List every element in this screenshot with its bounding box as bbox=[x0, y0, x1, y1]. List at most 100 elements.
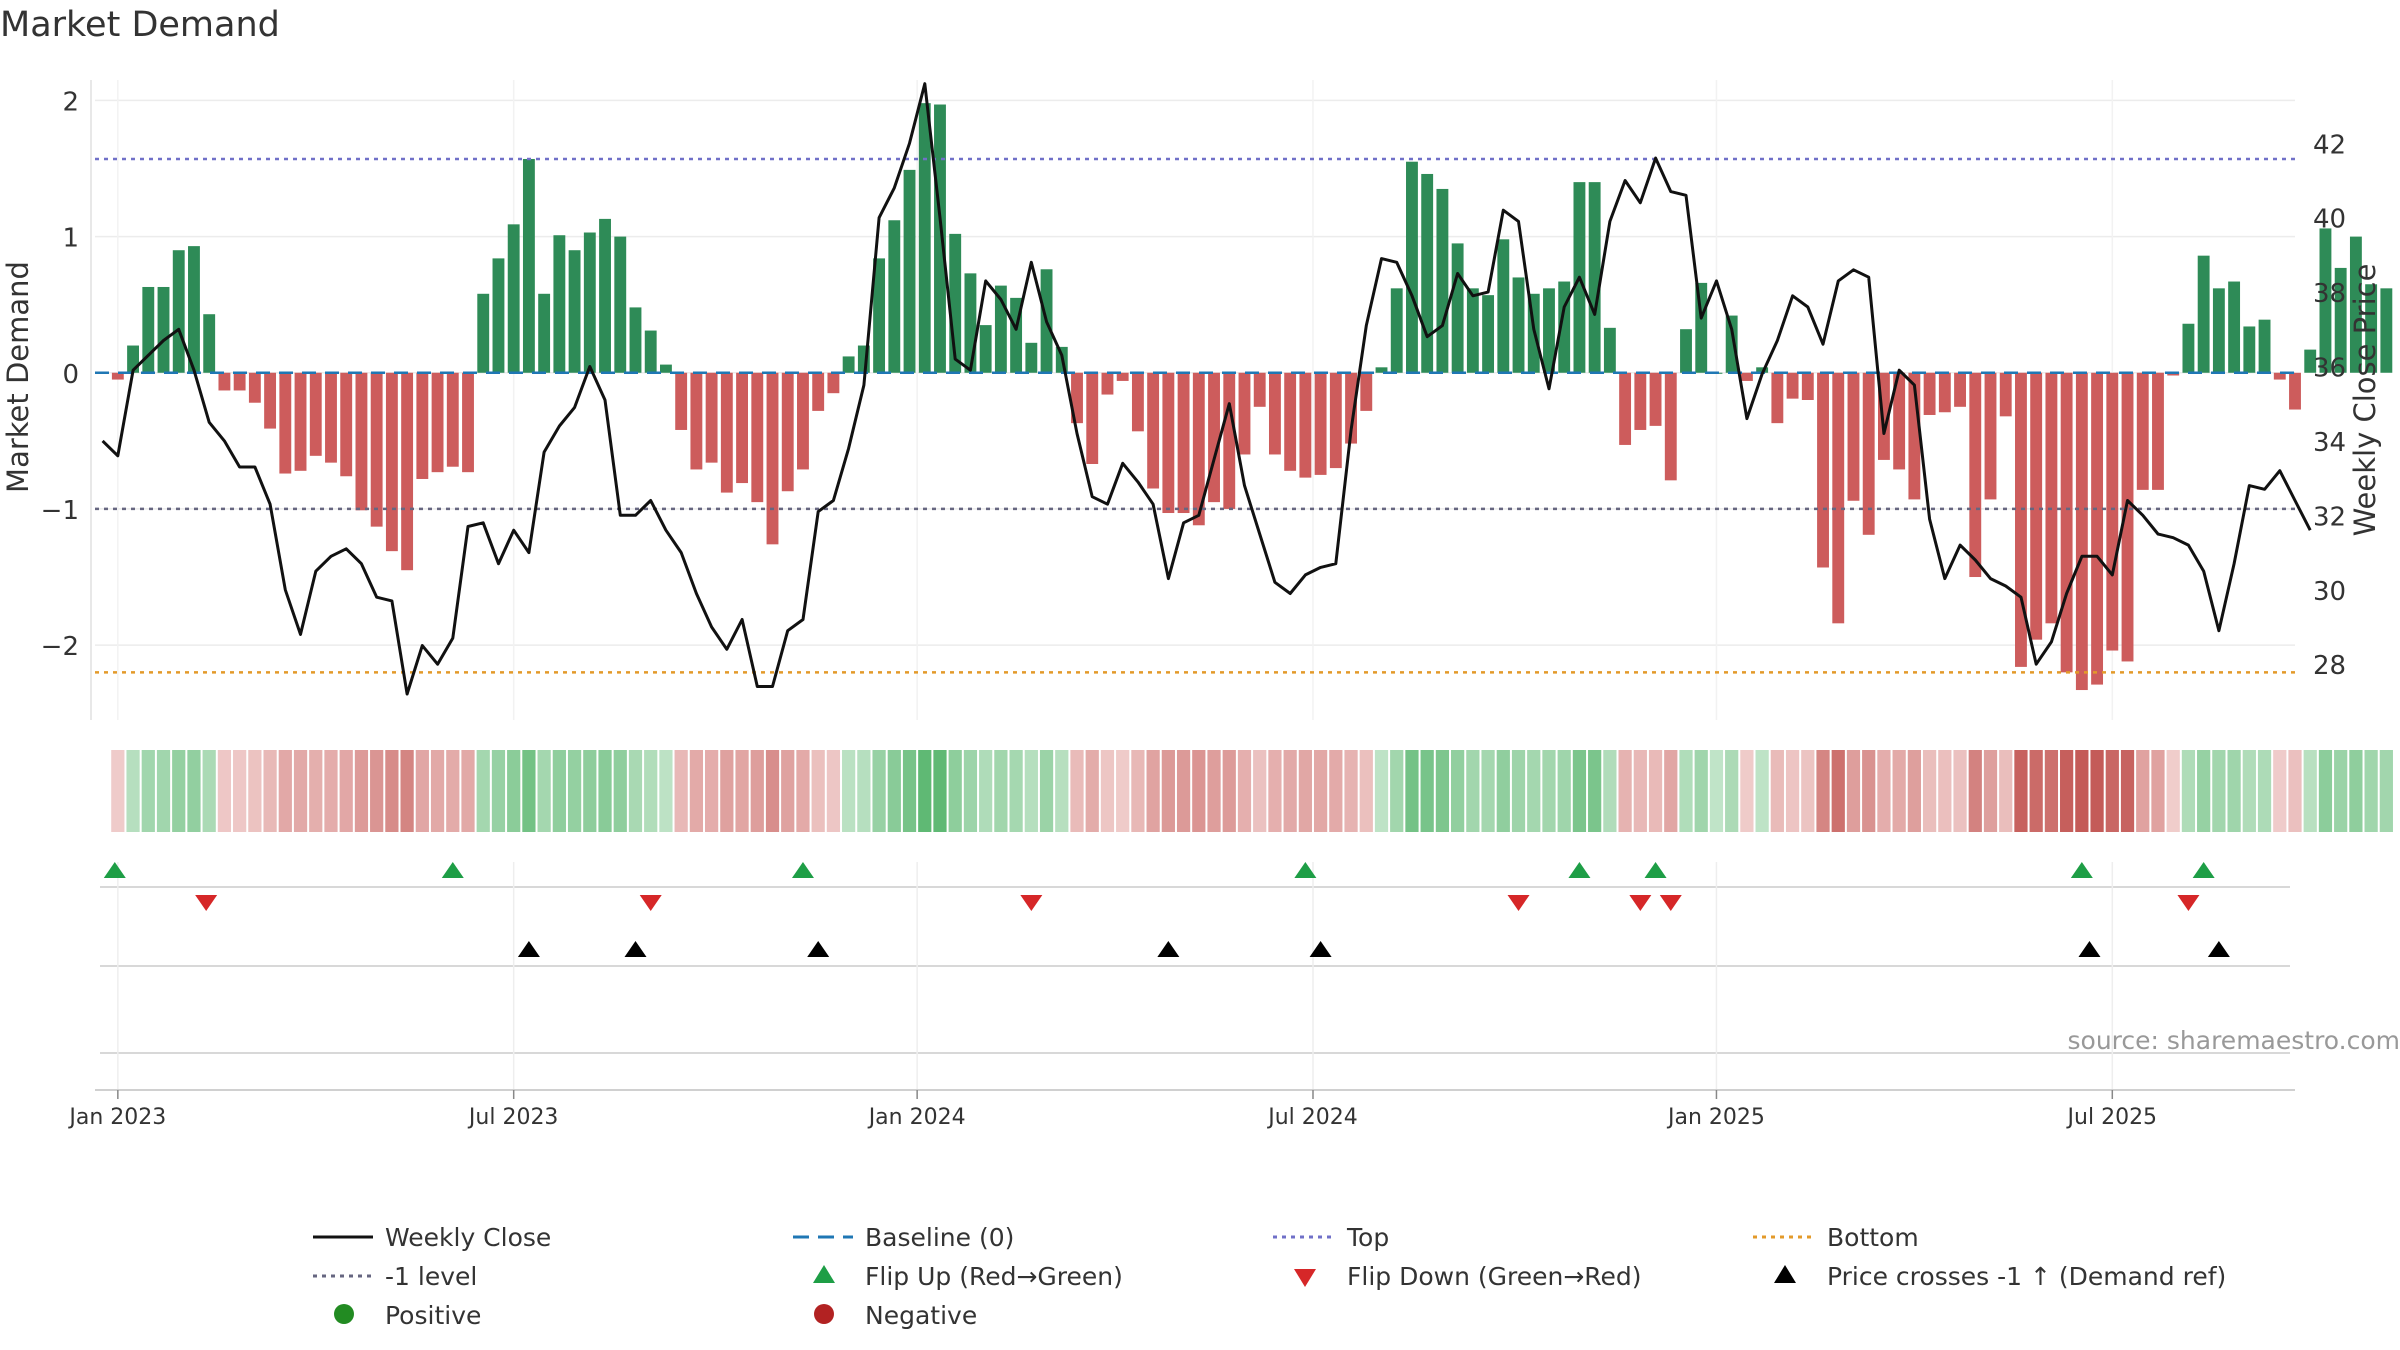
demand-bar bbox=[1253, 372, 1266, 407]
strength-cell bbox=[659, 750, 673, 832]
strength-cell bbox=[1983, 750, 1998, 832]
legend-item-bottom: Bottom bbox=[1753, 1223, 1919, 1252]
demand-bar bbox=[1603, 327, 1616, 373]
strength-cell bbox=[842, 750, 856, 832]
x-tick-label: Jul 2023 bbox=[467, 1105, 559, 1130]
left-tick-label: 1 bbox=[62, 224, 79, 254]
strength-cell bbox=[704, 750, 719, 832]
demand-bar bbox=[1740, 372, 1753, 381]
flip-up-marker bbox=[103, 862, 126, 878]
weekly-close-line bbox=[101, 82, 2312, 696]
demand-bar bbox=[1284, 372, 1297, 471]
strength-cell bbox=[415, 750, 429, 832]
price-cross-marker bbox=[807, 941, 830, 957]
strength-cell bbox=[1390, 750, 1404, 832]
demand-bar bbox=[1406, 161, 1418, 373]
demand-bar bbox=[233, 372, 246, 391]
demand-bar bbox=[385, 372, 398, 552]
flip-up-marker bbox=[2070, 862, 2093, 878]
price-cross-marker bbox=[517, 941, 540, 957]
strength-cell bbox=[1451, 750, 1465, 832]
demand-bar bbox=[2243, 326, 2256, 373]
demand-bar bbox=[2319, 228, 2332, 373]
flip-down-marker bbox=[195, 895, 218, 911]
demand-bar bbox=[812, 372, 825, 411]
strength-cell bbox=[1344, 750, 1358, 832]
strength-cell bbox=[1862, 750, 1876, 832]
demand-strength-strip bbox=[111, 750, 2393, 832]
strength-cell bbox=[2014, 750, 2028, 832]
demand-bar bbox=[1238, 372, 1251, 455]
demand-bar bbox=[1329, 372, 1342, 469]
strength-cell bbox=[1694, 750, 1708, 832]
x-tick-label: Jul 2025 bbox=[2066, 1105, 2158, 1130]
demand-bar bbox=[2334, 267, 2347, 373]
demand-bar bbox=[2075, 372, 2088, 691]
demand-bar bbox=[781, 372, 794, 492]
demand-bar bbox=[1360, 372, 1373, 411]
chart-title: Market Demand bbox=[0, 5, 280, 45]
strength-cell bbox=[1481, 750, 1495, 832]
strength-cell bbox=[1648, 750, 1663, 832]
strength-cell bbox=[1846, 750, 1861, 832]
demand-bar bbox=[279, 372, 292, 474]
demand-bar bbox=[1771, 372, 1784, 424]
demand-bar bbox=[1131, 372, 1144, 432]
strength-cell bbox=[933, 750, 947, 832]
demand-bar bbox=[2152, 372, 2164, 490]
strength-cell bbox=[2212, 750, 2226, 832]
x-axis: Jan 2023 Jul 2023 Jan 2024 Jul 2024 Jan 2025… bbox=[67, 1090, 2157, 1130]
strength-cell bbox=[674, 750, 688, 832]
demand-bar bbox=[979, 325, 992, 373]
demand-bar bbox=[2030, 372, 2043, 640]
demand-bar bbox=[1177, 372, 1190, 514]
strength-cell bbox=[1709, 750, 1724, 832]
demand-bar bbox=[2304, 349, 2317, 373]
demand-bar bbox=[522, 158, 535, 373]
strength-cell bbox=[537, 750, 551, 832]
strength-cell bbox=[2044, 750, 2059, 832]
strength-cell bbox=[278, 750, 292, 832]
flip-down-marker bbox=[1629, 895, 1652, 911]
left-tick-label: 0 bbox=[62, 360, 79, 390]
legend-item-negative: Negative bbox=[814, 1301, 977, 1330]
strength-cell bbox=[1801, 750, 1815, 832]
strength-cell bbox=[1511, 750, 1526, 832]
strength-cell bbox=[1922, 750, 1937, 832]
demand-bar bbox=[2091, 372, 2104, 685]
demand-bar bbox=[2136, 372, 2149, 490]
demand-bar bbox=[477, 293, 490, 373]
strength-cell bbox=[963, 750, 978, 832]
right-tick-label: 42 bbox=[2313, 130, 2346, 160]
x-tick-label: Jul 2024 bbox=[1266, 1105, 1358, 1130]
strength-cell bbox=[735, 750, 749, 832]
strength-cell bbox=[796, 750, 810, 832]
demand-bar bbox=[2167, 372, 2180, 376]
right-tick-label: 40 bbox=[2313, 205, 2346, 235]
strength-cell bbox=[2136, 750, 2150, 832]
demand-bar bbox=[994, 285, 1007, 373]
flip-down-marker bbox=[1659, 895, 1682, 911]
demand-bar bbox=[827, 372, 840, 394]
strength-cell bbox=[248, 750, 262, 832]
demand-bar bbox=[751, 372, 764, 503]
legend-marker-flip-up bbox=[813, 1265, 835, 1283]
legend-label-price-cross: Price crosses -1 ↑ (Demand ref) bbox=[1827, 1262, 2226, 1291]
strength-cell bbox=[628, 750, 643, 832]
strength-cell bbox=[1527, 750, 1541, 832]
legend-item-price-cross: Price crosses -1 ↑ (Demand ref) bbox=[1774, 1262, 2226, 1291]
strength-cell bbox=[765, 750, 780, 832]
legend-item-minus-one: -1 level bbox=[313, 1262, 477, 1291]
legend-marker-negative bbox=[814, 1304, 834, 1324]
legend-label-positive: Positive bbox=[385, 1301, 481, 1330]
strength-cell bbox=[583, 750, 597, 832]
legend-label-bottom: Bottom bbox=[1827, 1223, 1919, 1252]
strength-cell bbox=[1055, 750, 1069, 832]
strength-cell bbox=[522, 750, 536, 832]
left-tick-label: 2 bbox=[62, 87, 79, 117]
strength-cell bbox=[1176, 750, 1191, 832]
strength-cell bbox=[1146, 750, 1160, 832]
demand-bar bbox=[1619, 372, 1632, 445]
strength-cell bbox=[1222, 750, 1236, 832]
demand-bar bbox=[1268, 372, 1281, 455]
